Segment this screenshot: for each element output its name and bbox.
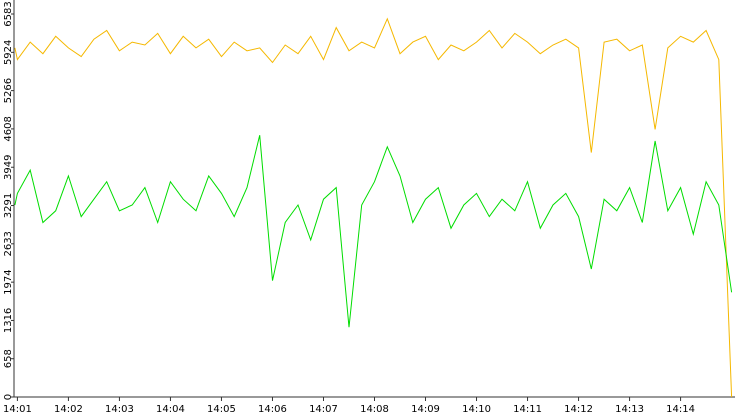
y-tick-label: 2633 xyxy=(3,231,14,256)
x-tick-label: 14:03 xyxy=(105,404,134,415)
y-tick-label: 1316 xyxy=(3,308,14,333)
x-tick-label: 14:06 xyxy=(258,404,287,415)
y-tick-label: 0 xyxy=(3,394,14,400)
y-tick-label: 3949 xyxy=(3,155,14,180)
x-tick-label: 14:07 xyxy=(309,404,338,415)
y-tick-label: 1974 xyxy=(3,269,14,294)
x-tick-label: 14:09 xyxy=(411,404,440,415)
x-tick-label: 14:10 xyxy=(462,404,491,415)
y-tick-label: 5924 xyxy=(3,40,14,65)
x-tick-label: 14:11 xyxy=(513,404,542,415)
x-tick-label: 14:04 xyxy=(156,404,185,415)
series-line xyxy=(14,135,733,328)
series-line xyxy=(14,17,733,398)
x-tick-label: 14:14 xyxy=(666,404,695,415)
x-tick-label: 14:05 xyxy=(207,404,236,415)
x-tick-label: 14:12 xyxy=(564,404,593,415)
x-tick-label: 14:01 xyxy=(3,404,32,415)
x-tick-label: 14:02 xyxy=(54,404,83,415)
y-tick-label: 4608 xyxy=(3,116,14,141)
y-tick-label: 658 xyxy=(3,349,14,368)
x-tick-label: 14:08 xyxy=(360,404,389,415)
y-tick-label: 6583 xyxy=(3,1,14,26)
x-tick-label: 14:13 xyxy=(615,404,644,415)
y-tick-label: 3291 xyxy=(3,193,14,218)
y-tick-label: 5266 xyxy=(3,78,14,103)
